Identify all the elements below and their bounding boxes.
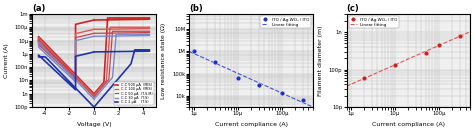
Legend: ITO / Ag:WO₃ / ITO, Linear fitting: ITO / Ag:WO₃ / ITO, Linear fitting: [348, 16, 399, 28]
X-axis label: Voltage (V): Voltage (V): [77, 122, 111, 127]
Legend: C.C 500 μA  (MIS), C.C 100 μA  (MIS), C.C 50 μA  (T.S.M), C.C 30 μA  (T.S), C.C : C.C 500 μA (MIS), C.C 100 μA (MIS), C.C …: [114, 82, 154, 105]
Text: (a): (a): [32, 4, 46, 13]
X-axis label: Current compliance (A): Current compliance (A): [215, 122, 288, 127]
Text: (c): (c): [346, 4, 359, 13]
Y-axis label: Low resistance state (Ω): Low resistance state (Ω): [162, 22, 166, 99]
Text: (b): (b): [190, 4, 203, 13]
X-axis label: Current compliance (A): Current compliance (A): [372, 122, 445, 127]
Y-axis label: Current (A): Current (A): [4, 43, 9, 78]
Y-axis label: Filament diameter (m): Filament diameter (m): [319, 25, 323, 96]
Legend: ITO / Ag:WO₃ / ITO, Linear fitting: ITO / Ag:WO₃ / ITO, Linear fitting: [260, 16, 310, 28]
